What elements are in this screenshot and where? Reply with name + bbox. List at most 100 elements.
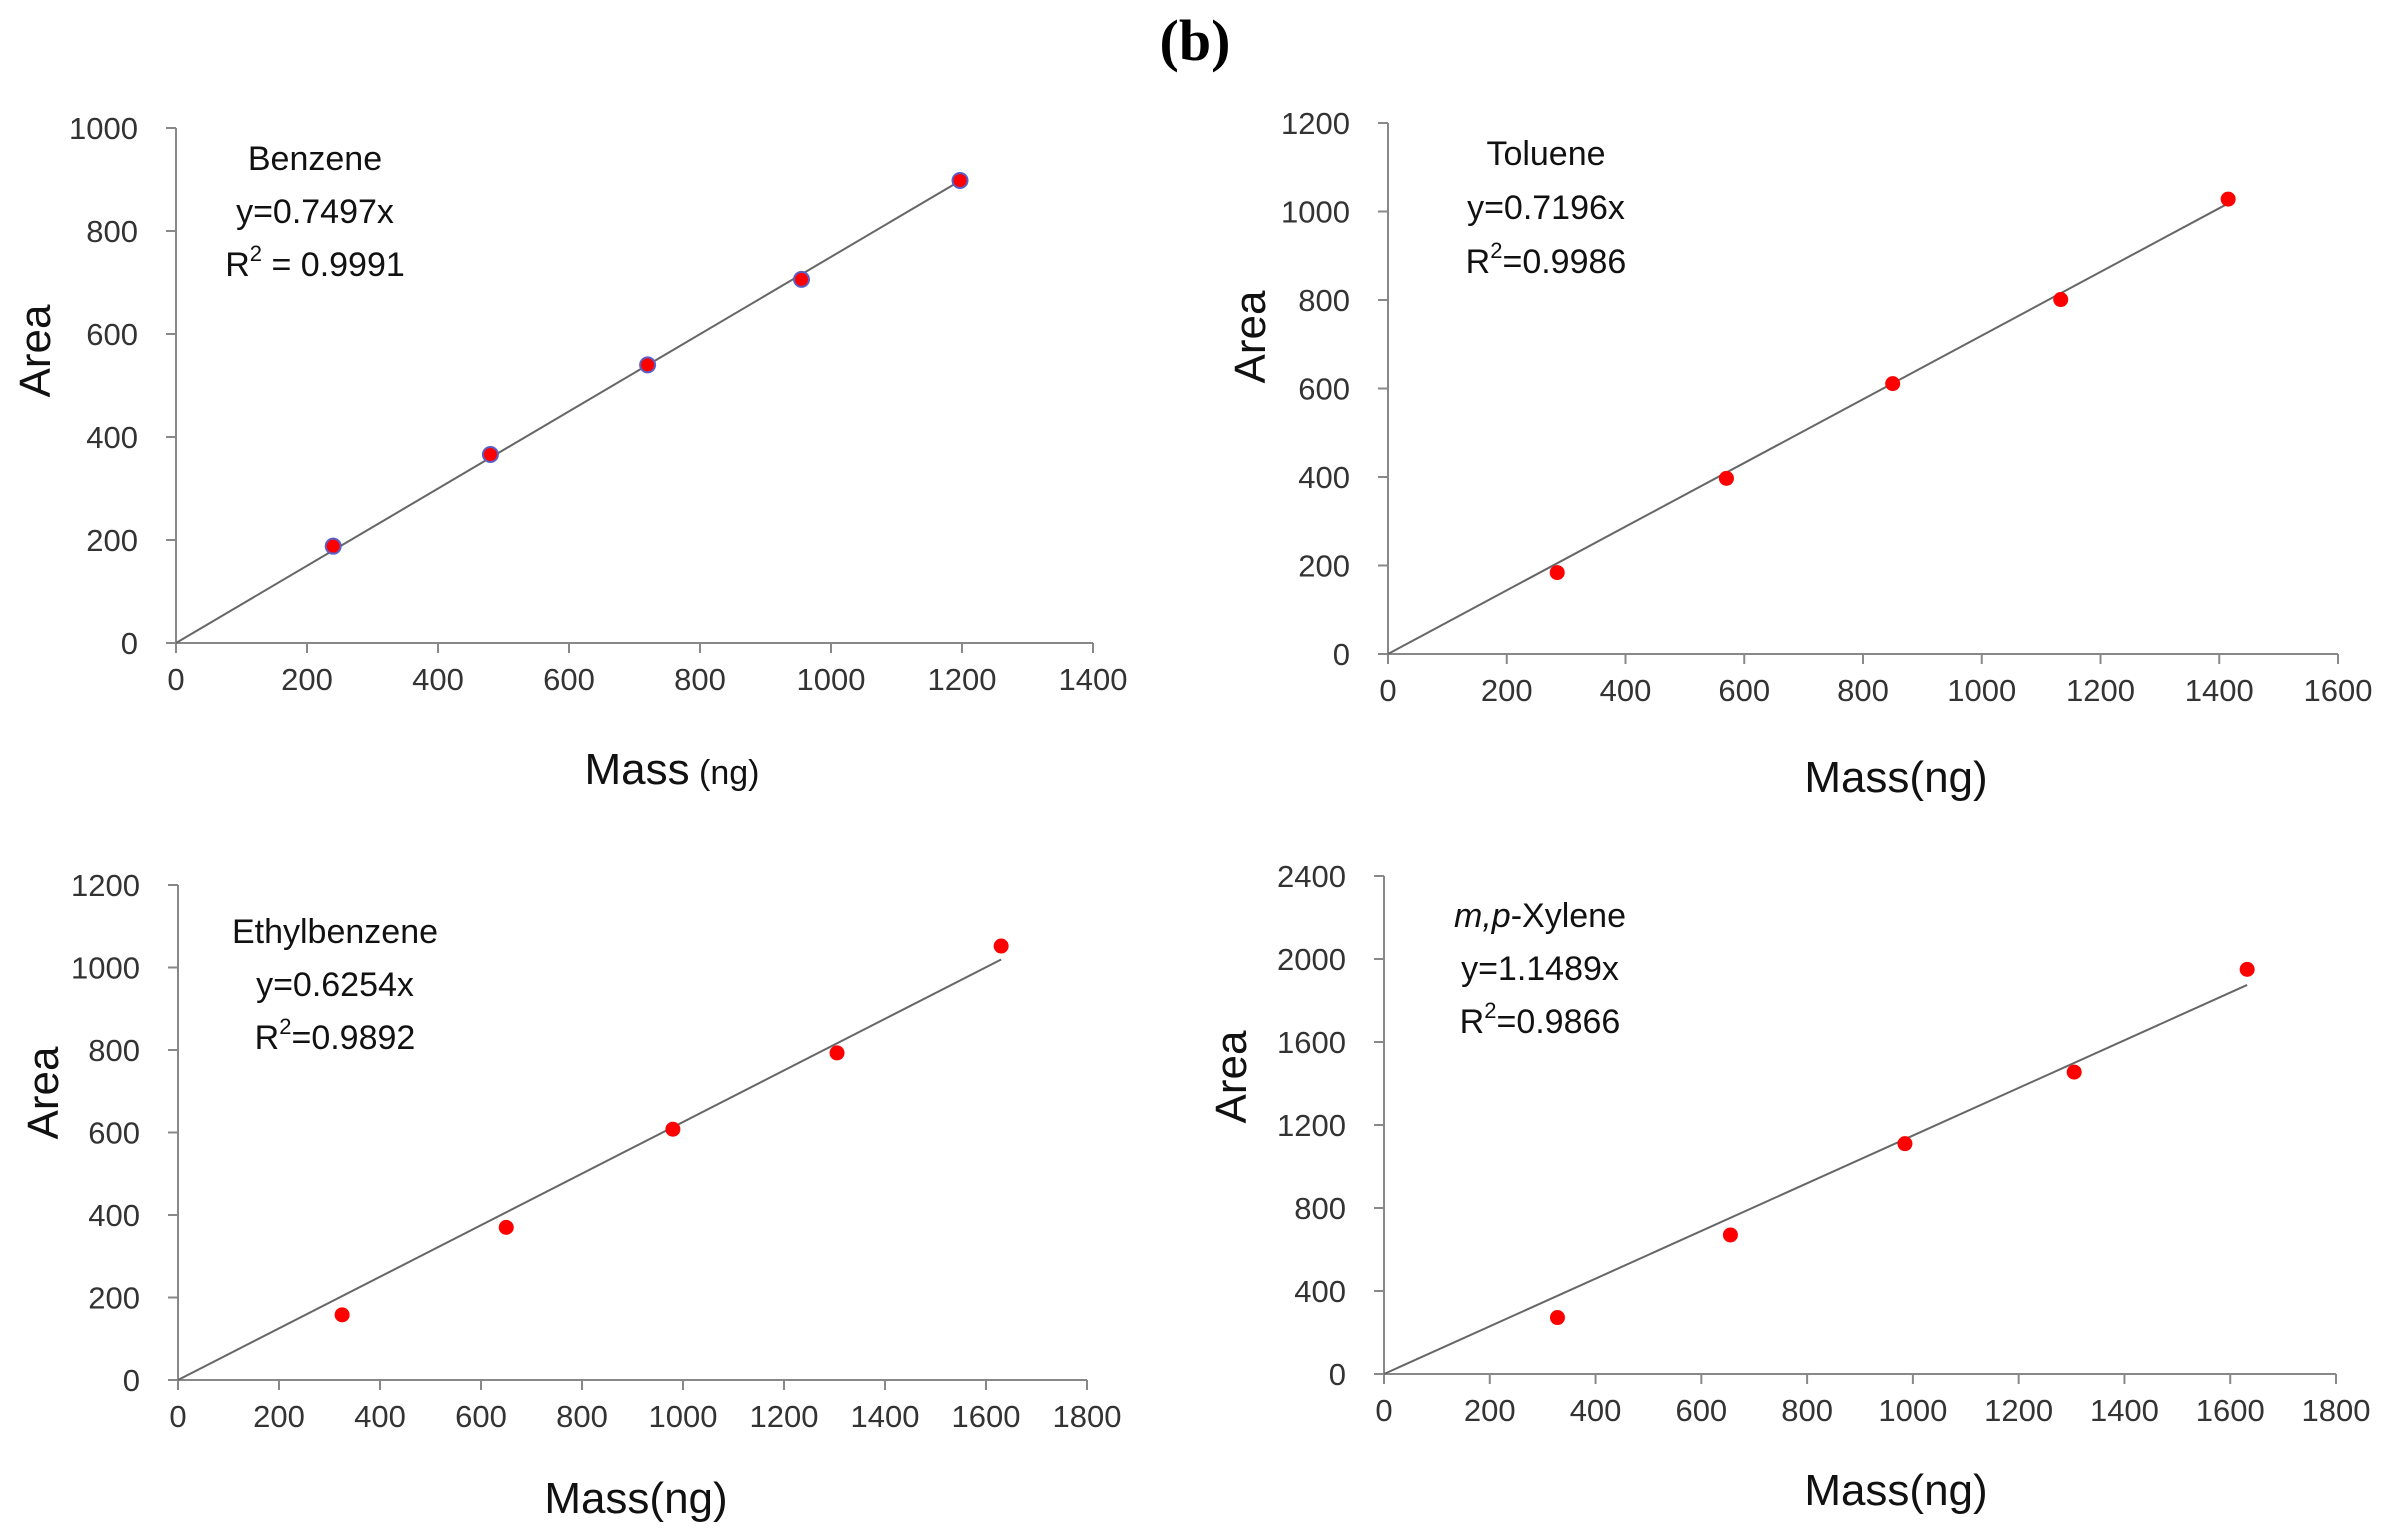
regression-line bbox=[177, 958, 1002, 1381]
x-tick-label: 800 bbox=[674, 662, 726, 697]
x-tick-label: 1800 bbox=[2302, 1393, 2371, 1428]
y-tick-label: 800 bbox=[88, 1033, 140, 1068]
chart-marks: 0 200 400 600 800 1000 1200 1400 0 200 400 600 800 10… bbox=[69, 106, 2372, 1434]
y-tick-label: 400 bbox=[88, 1198, 140, 1233]
x-tick-label: 200 bbox=[1464, 1393, 1516, 1428]
x-tick-label: 400 bbox=[1600, 673, 1652, 708]
y-axis-title: Area bbox=[11, 304, 60, 397]
data-point bbox=[481, 446, 499, 464]
x-tick-label: 0 bbox=[1379, 673, 1396, 708]
data-point bbox=[829, 1045, 845, 1061]
x-tick-label: 200 bbox=[253, 1399, 305, 1434]
x-tick-label: 1000 bbox=[1947, 673, 2016, 708]
data-point bbox=[665, 1121, 681, 1137]
r-squared-label: R2=0.9866 bbox=[1460, 998, 1621, 1041]
data-point bbox=[498, 1219, 514, 1235]
x-tick-label: 1800 bbox=[1053, 1399, 1122, 1434]
x-tick-label: 1400 bbox=[851, 1399, 920, 1434]
y-tick-label: 1200 bbox=[1277, 1108, 1346, 1143]
regression-equation: y=0.7196x bbox=[1467, 189, 1625, 227]
data-point bbox=[1885, 376, 1901, 392]
y-tick-label: 1600 bbox=[1277, 1025, 1346, 1060]
y-tick-label: 0 bbox=[123, 1363, 140, 1398]
x-tick-label: 1000 bbox=[649, 1399, 718, 1434]
y-tick-label: 0 bbox=[121, 626, 138, 661]
y-tick-label: 1200 bbox=[1281, 106, 1350, 141]
y-tick-label: 0 bbox=[1329, 1357, 1346, 1392]
y-tick-label: 800 bbox=[1294, 1191, 1346, 1226]
data-point bbox=[951, 172, 969, 190]
chart-2-marks: 0 200 400 600 800 1000 1200 1400 1600 1800 0 200 400… bbox=[71, 868, 1121, 1434]
x-tick-label: 800 bbox=[1837, 673, 1889, 708]
x-axis-title: Mass(ng) bbox=[1804, 753, 1987, 802]
data-point bbox=[2220, 191, 2236, 207]
chart-3-marks: 0 200 400 600 800 1000 1200 1400 1600 1800 0 400 800… bbox=[1277, 859, 2370, 1428]
y-tick-label: 200 bbox=[86, 523, 138, 558]
panel-label: (b) bbox=[1160, 8, 1231, 73]
x-axis-title: Mass (ng) bbox=[584, 745, 759, 794]
y-tick-label: 800 bbox=[86, 214, 138, 249]
data-point bbox=[639, 356, 657, 374]
x-tick-label: 200 bbox=[1481, 673, 1533, 708]
x-tick-label: 0 bbox=[169, 1399, 186, 1434]
x-tick-label: 1000 bbox=[1878, 1393, 1947, 1428]
r-squared-label: R2 = 0.9991 bbox=[225, 241, 405, 284]
y-tick-label: 400 bbox=[1294, 1274, 1346, 1309]
r-squared-label: R2=0.9892 bbox=[255, 1014, 416, 1057]
chart-benzene: Benzene y=0.7497x R2 = 0.9991 Area Mass … bbox=[11, 140, 760, 794]
y-tick-label: 600 bbox=[88, 1116, 140, 1151]
x-tick-label: 200 bbox=[281, 662, 333, 697]
y-tick-label: 1000 bbox=[69, 111, 138, 146]
y-tick-label: 0 bbox=[1333, 637, 1350, 672]
x-tick-label: 400 bbox=[354, 1399, 406, 1434]
x-tick-label: 600 bbox=[455, 1399, 507, 1434]
data-point bbox=[1897, 1136, 1913, 1152]
y-tick-label: 1000 bbox=[71, 951, 140, 986]
x-tick-label: 800 bbox=[556, 1399, 608, 1434]
chart-title: Toluene bbox=[1486, 135, 1605, 173]
x-tick-label: 0 bbox=[1375, 1393, 1392, 1428]
x-tick-label: 1400 bbox=[2185, 673, 2254, 708]
data-point bbox=[1549, 565, 1565, 581]
regression-line bbox=[1383, 984, 2248, 1375]
x-axis-title: Mass(ng) bbox=[544, 1474, 727, 1523]
y-tick-label: 2400 bbox=[1277, 859, 1346, 894]
x-tick-label: 1200 bbox=[2066, 673, 2135, 708]
x-tick-label: 1600 bbox=[952, 1399, 1021, 1434]
regression-line bbox=[175, 179, 961, 644]
data-point bbox=[993, 938, 1009, 954]
x-tick-label: 400 bbox=[412, 662, 464, 697]
data-point bbox=[334, 1307, 350, 1323]
y-tick-label: 600 bbox=[1298, 372, 1350, 407]
y-tick-label: 400 bbox=[1298, 460, 1350, 495]
y-tick-label: 800 bbox=[1298, 283, 1350, 318]
y-axis-title: Area bbox=[19, 1046, 68, 1139]
y-tick-label: 600 bbox=[86, 317, 138, 352]
y-tick-label: 200 bbox=[1298, 549, 1350, 584]
regression-equation: y=0.6254x bbox=[256, 966, 414, 1004]
chart-toluene: Toluene y=0.7196x R2=0.9986 Area Mass(ng… bbox=[1226, 135, 1988, 802]
data-point bbox=[2066, 1064, 2082, 1080]
data-point bbox=[793, 270, 811, 288]
chart-title: Benzene bbox=[248, 140, 382, 178]
x-tick-label: 1400 bbox=[1059, 662, 1128, 697]
regression-line bbox=[1387, 202, 2229, 655]
regression-equation: y=0.7497x bbox=[236, 193, 394, 231]
data-point bbox=[324, 537, 342, 555]
y-tick-label: 200 bbox=[88, 1281, 140, 1316]
chart-title: m,p-Xylene bbox=[1454, 897, 1626, 935]
y-tick-label: 1000 bbox=[1281, 195, 1350, 230]
x-tick-label: 600 bbox=[1675, 1393, 1727, 1428]
data-point bbox=[1549, 1310, 1565, 1326]
data-point bbox=[1722, 1227, 1738, 1243]
data-point bbox=[1718, 470, 1734, 486]
chart-mp-xylene: m,p-Xylene y=1.1489x R2=0.9866 Area Mass… bbox=[1207, 897, 1988, 1515]
x-tick-label: 600 bbox=[1718, 673, 1770, 708]
regression-equation: y=1.1489x bbox=[1461, 950, 1619, 988]
x-axis-title: Mass(ng) bbox=[1804, 1466, 1987, 1515]
y-axis-title: Area bbox=[1226, 290, 1275, 383]
x-tick-label: 0 bbox=[167, 662, 184, 697]
r-squared-label: R2=0.9986 bbox=[1466, 238, 1627, 281]
y-tick-label: 2000 bbox=[1277, 942, 1346, 977]
